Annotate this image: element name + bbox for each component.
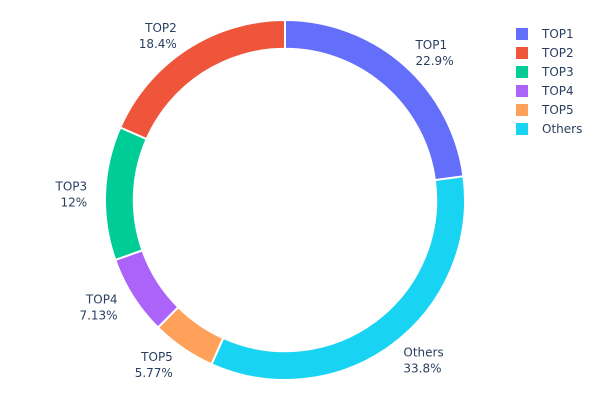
legend-item-top4[interactable]: TOP4 bbox=[516, 84, 574, 98]
legend-label: TOP2 bbox=[541, 46, 574, 60]
slice-label-others: Others 33.8% bbox=[403, 346, 443, 376]
legend-item-top1[interactable]: TOP1 bbox=[516, 27, 574, 41]
legend-label: Others bbox=[542, 122, 582, 136]
slice-label-top5: TOP5 5.77% bbox=[135, 350, 173, 380]
legend-swatch bbox=[516, 123, 528, 135]
legend-label: TOP3 bbox=[541, 65, 574, 79]
legend-swatch bbox=[516, 66, 528, 78]
legend-item-top5[interactable]: TOP5 bbox=[516, 103, 574, 117]
legend-item-top2[interactable]: TOP2 bbox=[516, 46, 574, 60]
legend-label: TOP1 bbox=[541, 27, 574, 41]
slice-label-top4: TOP4 7.13% bbox=[79, 293, 117, 323]
legend-swatch bbox=[516, 104, 528, 116]
legend-item-top3[interactable]: TOP3 bbox=[516, 65, 574, 79]
slice-top2[interactable] bbox=[118, 18, 286, 141]
legend-label: TOP4 bbox=[541, 84, 574, 98]
legend-swatch bbox=[516, 28, 528, 40]
legend-item-others[interactable]: Others bbox=[516, 122, 582, 136]
legend-label: TOP5 bbox=[541, 103, 574, 117]
legend-swatch bbox=[516, 47, 528, 59]
slice-label-top2: TOP2 18.4% bbox=[139, 21, 177, 51]
slice-top4[interactable] bbox=[113, 249, 180, 329]
slice-label-top3: TOP3 12% bbox=[54, 180, 87, 210]
slice-label-top1: TOP1 22.9% bbox=[414, 38, 453, 68]
slice-top3[interactable] bbox=[104, 126, 148, 262]
legend-swatch bbox=[516, 85, 528, 97]
